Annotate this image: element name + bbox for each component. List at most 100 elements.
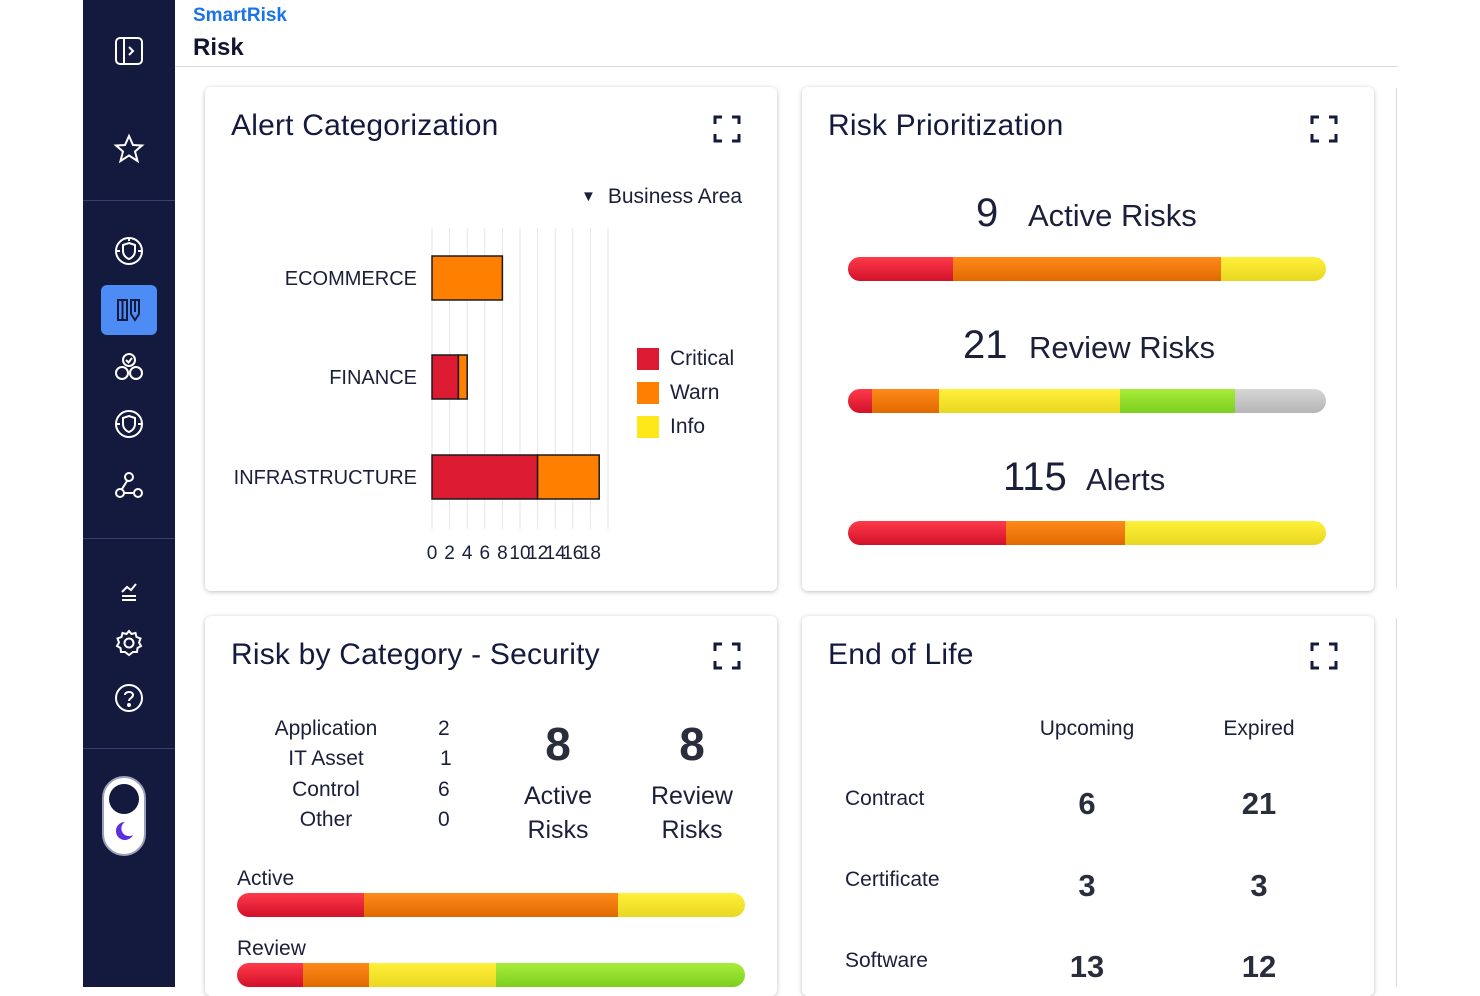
bar-segment-yellow[interactable] <box>369 963 497 987</box>
expand-icon[interactable] <box>1309 114 1339 144</box>
active-risks-label: Active Risks <box>1028 198 1197 233</box>
certificate-upcoming[interactable]: 3 <box>1078 868 1096 903</box>
x-tick-label: 0 <box>427 543 438 564</box>
row-label-certificate: Certificate <box>845 868 940 891</box>
x-tick-label: 4 <box>462 543 473 564</box>
page-title: Risk <box>193 34 244 61</box>
row-label-software: Software <box>845 949 928 972</box>
bar-segment-yellow[interactable] <box>938 389 1121 413</box>
card-title: Risk Prioritization <box>828 109 1064 142</box>
active-risks-label: Active Risks <box>523 782 593 844</box>
bar-segment-red[interactable] <box>237 893 364 917</box>
active-risks-count: 9 <box>976 191 999 235</box>
category-label: Other <box>299 808 353 831</box>
category-label: FINANCE <box>329 367 417 389</box>
category-label: ECOMMERCE <box>285 268 417 290</box>
card-title: Risk by Category - Security <box>231 638 600 671</box>
shield-globe-icon[interactable] <box>101 226 157 276</box>
category-label: IT Asset <box>288 747 364 770</box>
row-label-contract: Contract <box>845 787 925 810</box>
moon-icon <box>115 821 133 840</box>
bar-critical[interactable] <box>431 354 460 400</box>
bar-segment-green[interactable] <box>1120 389 1236 413</box>
circles-check-icon[interactable] <box>101 342 157 392</box>
risk-by-category-card: Risk by Category - Security Application … <box>205 616 777 996</box>
brand-link[interactable]: SmartRisk <box>193 5 287 26</box>
expand-icon[interactable] <box>1309 641 1339 671</box>
bar-segment-red[interactable] <box>848 389 872 413</box>
contract-expired[interactable]: 21 <box>1241 786 1277 821</box>
category-label: Application <box>274 717 378 740</box>
column-header-upcoming: Upcoming <box>1039 717 1135 740</box>
reports-icon[interactable] <box>101 566 157 616</box>
risk-board-icon[interactable] <box>101 285 157 335</box>
expand-icon[interactable] <box>712 641 742 671</box>
software-upcoming[interactable]: 13 <box>1069 949 1105 984</box>
help-icon[interactable] <box>101 673 157 723</box>
legend-warn[interactable]: Warn <box>637 381 719 405</box>
star-icon[interactable] <box>101 124 157 174</box>
review-risks-bar[interactable] <box>848 389 1326 413</box>
x-tick-label: 14 <box>545 543 567 564</box>
business-area-filter[interactable]: ▼ Business Area <box>581 185 742 209</box>
bar-segment-orange[interactable] <box>953 257 1221 281</box>
software-expired[interactable]: 12 <box>1241 949 1277 984</box>
risk-prioritization-card: Risk Prioritization 9 Active Risks 21 Re… <box>802 87 1374 591</box>
x-tick-label: 12 <box>527 543 548 564</box>
category-count: 2 <box>438 717 450 740</box>
bar-segment-orange[interactable] <box>364 893 618 917</box>
bar-segment-red[interactable] <box>848 257 954 281</box>
review-risks-label: Review Risks <box>651 782 733 844</box>
review-risks-count: 21 <box>963 323 1008 367</box>
bar-segment-red[interactable] <box>848 521 1006 545</box>
alerts-count: 115 <box>1003 455 1067 499</box>
bar-segment-yellow[interactable] <box>1220 257 1326 281</box>
card-title: End of Life <box>828 638 974 671</box>
review-risks-label: Review Risks <box>1029 330 1216 365</box>
active-risks-bar[interactable] <box>237 893 745 917</box>
bar-warn[interactable] <box>536 454 600 500</box>
contract-upcoming[interactable]: 6 <box>1078 786 1096 821</box>
bar-segment-yellow[interactable] <box>1125 521 1326 545</box>
x-tick-label: 18 <box>580 543 601 564</box>
gear-icon[interactable] <box>101 618 157 668</box>
bar-segment-gray[interactable] <box>1235 389 1326 413</box>
category-count: 6 <box>438 778 450 801</box>
alerts-bar[interactable] <box>848 521 1326 545</box>
column-header-expired: Expired <box>1223 717 1295 740</box>
shield-globe-2-icon[interactable] <box>101 399 157 449</box>
x-tick-label: 2 <box>444 543 455 564</box>
legend-critical[interactable]: Critical <box>637 347 734 371</box>
review-risks-bar[interactable] <box>237 963 745 987</box>
bar-segment-orange[interactable] <box>303 963 370 987</box>
page-header: SmartRisk Risk <box>175 0 1398 67</box>
category-label: INFRASTRUCTURE <box>234 467 417 489</box>
active-risks-count: 8 <box>545 718 571 770</box>
expand-icon[interactable] <box>712 114 742 144</box>
caret-down-icon: ▼ <box>581 188 596 205</box>
bar-segment-yellow[interactable] <box>618 893 745 917</box>
legend-info[interactable]: Info <box>637 415 705 439</box>
x-tick-label: 6 <box>480 543 491 564</box>
bar-critical[interactable] <box>431 454 539 500</box>
category-count: 0 <box>438 808 450 831</box>
alerts-label: Alerts <box>1086 462 1166 497</box>
active-risks-bar[interactable] <box>848 257 1326 281</box>
bar-warn[interactable] <box>431 255 504 301</box>
network-icon[interactable] <box>101 460 157 510</box>
certificate-expired[interactable]: 3 <box>1250 868 1268 903</box>
bar-warn[interactable] <box>457 354 468 400</box>
sidebar <box>83 0 175 987</box>
x-tick-label: 16 <box>562 543 583 564</box>
active-bar-label: Active <box>237 867 295 890</box>
dark-mode-toggle[interactable] <box>102 776 146 856</box>
bar-segment-orange[interactable] <box>871 389 939 413</box>
card-title: Alert Categorization <box>231 109 499 142</box>
bar-segment-orange[interactable] <box>1005 521 1126 545</box>
bar-segment-green[interactable] <box>496 963 745 987</box>
collapse-panel-icon[interactable] <box>101 26 157 76</box>
category-count: 1 <box>440 747 452 770</box>
bar-segment-red[interactable] <box>237 963 304 987</box>
